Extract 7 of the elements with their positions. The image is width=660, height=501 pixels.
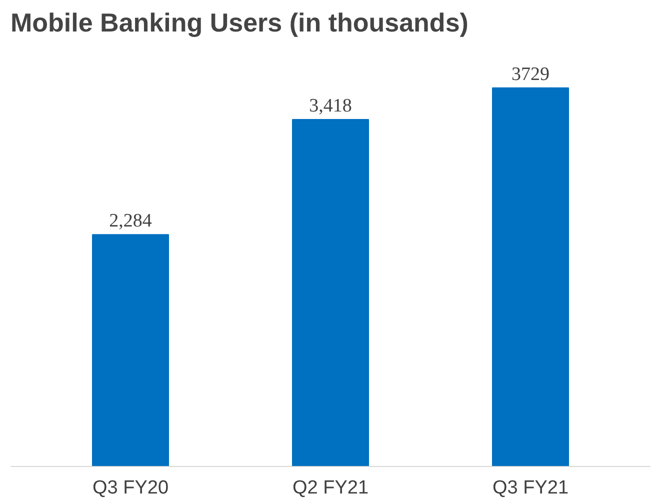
x-tick-label: Q3 FY20: [92, 478, 169, 498]
chart-title: Mobile Banking Users (in thousands): [10, 8, 468, 38]
x-tick-label: Q3 FY21: [492, 478, 569, 498]
data-label: 2,284: [109, 210, 152, 232]
x-tick-label: Q2 FY21: [292, 478, 369, 498]
data-label: 3729: [512, 64, 550, 85]
data-label: 3,418: [309, 96, 352, 116]
